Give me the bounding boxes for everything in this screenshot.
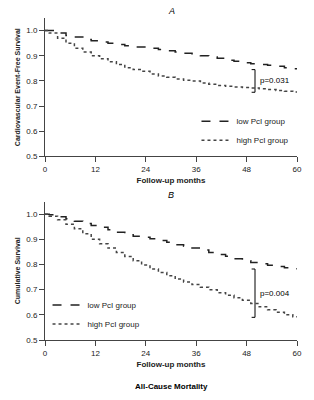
svg-text:p=0.031: p=0.031: [260, 76, 290, 85]
svg-text:Cumulative Survival: Cumulative Survival: [14, 237, 21, 304]
svg-text:60: 60: [293, 349, 302, 358]
svg-text:48: 48: [242, 165, 251, 174]
svg-text:low PcI group: low PcI group: [88, 301, 137, 310]
svg-text:0.6: 0.6: [26, 311, 38, 320]
svg-text:0.9: 0.9: [26, 52, 38, 61]
svg-text:12: 12: [91, 349, 100, 358]
svg-text:All-Cause Mortality: All-Cause Mortality: [135, 382, 208, 391]
svg-text:Follow-up months: Follow-up months: [137, 176, 206, 185]
svg-text:0.7: 0.7: [26, 285, 38, 294]
svg-text:high PcI group: high PcI group: [236, 136, 288, 145]
svg-text:0.8: 0.8: [26, 77, 38, 86]
svg-text:A: A: [168, 6, 175, 16]
svg-text:0: 0: [43, 165, 48, 174]
svg-text:0.6: 0.6: [26, 127, 38, 136]
svg-text:24: 24: [141, 165, 150, 174]
svg-text:0.5: 0.5: [26, 152, 38, 161]
svg-text:60: 60: [293, 165, 302, 174]
svg-text:48: 48: [242, 349, 251, 358]
svg-text:0.9: 0.9: [26, 235, 38, 244]
svg-text:low PcI group: low PcI group: [236, 117, 285, 126]
svg-text:high PcI group: high PcI group: [88, 320, 140, 329]
svg-text:12: 12: [91, 165, 100, 174]
svg-text:0.8: 0.8: [26, 260, 38, 269]
svg-text:Follow-up months: Follow-up months: [137, 360, 206, 369]
svg-text:36: 36: [192, 349, 201, 358]
svg-text:Cardiovascular Event-Free Surv: Cardiovascular Event-Free Survival: [14, 28, 21, 146]
svg-text:B: B: [168, 190, 174, 200]
svg-text:1.0: 1.0: [26, 210, 38, 219]
svg-text:0.7: 0.7: [26, 102, 38, 111]
svg-text:36: 36: [192, 165, 201, 174]
svg-text:0.5: 0.5: [26, 336, 38, 345]
svg-text:p=0.004: p=0.004: [260, 289, 290, 298]
svg-text:24: 24: [141, 349, 150, 358]
svg-text:1.0: 1.0: [26, 26, 38, 35]
svg-text:0: 0: [43, 349, 48, 358]
